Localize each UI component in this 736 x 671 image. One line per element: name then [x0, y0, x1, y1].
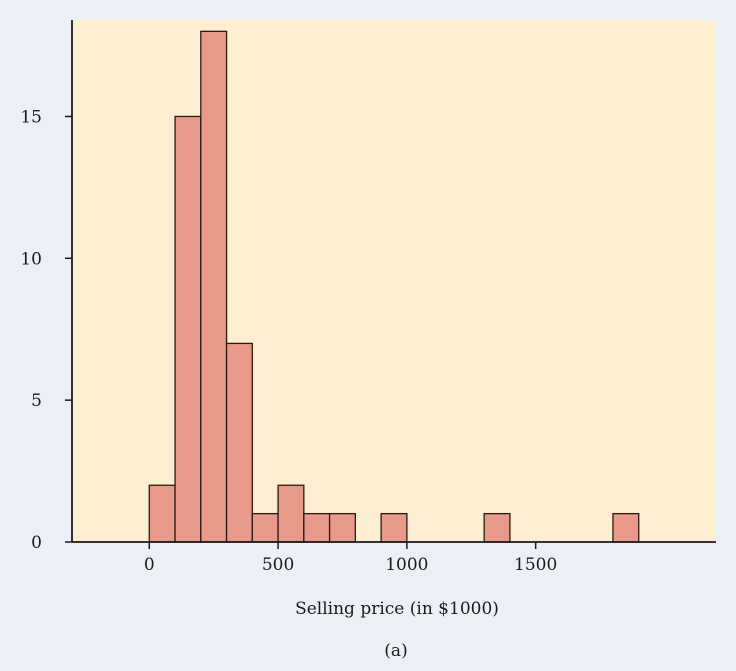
x-tick-label: 1000	[385, 555, 428, 575]
histogram-bars	[148, 30, 640, 543]
histogram-bar	[251, 512, 279, 543]
histogram-bar	[200, 30, 228, 543]
histogram-bar	[225, 342, 253, 543]
plot-area	[72, 20, 716, 542]
histogram-bar	[148, 484, 176, 543]
figure-caption: (a)	[384, 641, 407, 661]
x-axis-ticks: 0 500 1000 1500	[144, 542, 557, 575]
histogram-bar	[328, 512, 357, 543]
histogram-bar	[380, 512, 408, 543]
y-tick-label: 5	[31, 391, 42, 411]
y-tick-label: 0	[31, 533, 42, 553]
y-tick-label: 15	[20, 107, 42, 127]
x-tick-label: 500	[262, 555, 294, 575]
x-axis-label: Selling price (in $1000)	[295, 599, 499, 619]
y-tick-label: 10	[20, 249, 42, 269]
x-tick-label: 1500	[514, 555, 557, 575]
histogram-bar	[483, 512, 511, 543]
x-tick-label: 0	[144, 555, 155, 575]
histogram-bar	[612, 512, 640, 543]
histogram-bar	[174, 115, 202, 543]
histogram-bar	[277, 484, 305, 543]
y-axis-ticks: 0 5 10 15	[20, 107, 72, 553]
histogram-bar	[303, 512, 331, 543]
